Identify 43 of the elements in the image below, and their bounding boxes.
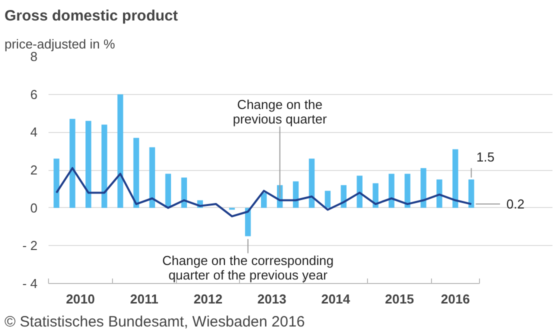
x-tick-label: 2015 [385,292,414,306]
line-series [55,167,472,218]
x-tick-label: 2016 [440,292,470,306]
x-tick-label: 2012 [194,292,223,306]
bar [436,179,442,208]
bar [420,168,426,208]
bar [133,138,140,208]
y-tick-label: 4 [30,124,38,140]
bar [452,149,458,208]
annotation: Change on the previous quarter [232,97,328,126]
bar [245,208,251,236]
y-tick-label: 6 [30,86,38,102]
bar [308,158,315,208]
bar [404,174,410,208]
y-tick-label: 0 [30,200,38,216]
x-tick-label: 2011 [130,292,158,306]
bar [181,178,187,208]
x-tick-label: 2013 [257,292,286,306]
bar [101,124,108,208]
bar [117,94,124,208]
x-tick-label: 2014 [321,292,351,306]
x-tick-label: 2010 [66,292,95,306]
bar [261,192,267,208]
text: © Statistisches Bundesamt, Wiesbaden 2016 [4,314,305,330]
y-tick-label: - 4 [22,276,38,291]
bar [468,179,474,208]
bar [86,120,92,208]
y-tick-label: 2 [30,162,38,178]
bar [149,147,156,208]
bar [165,174,172,208]
bar [324,190,331,208]
annotation: Change on the corresponding quarter of the previous year [162,253,334,282]
bar [388,174,394,208]
bar [54,158,60,208]
bar [356,176,362,208]
y-tick-label: - 2 [22,238,38,254]
annotation: 0.2 [506,196,524,212]
y-tick-label: 8 [30,49,38,64]
annotation: 1.5 [476,149,494,164]
chart-title: Gross domestic product [4,8,178,24]
bar [70,118,76,208]
bar [372,183,378,208]
chart-subtitle: price-adjusted in % [4,36,116,52]
